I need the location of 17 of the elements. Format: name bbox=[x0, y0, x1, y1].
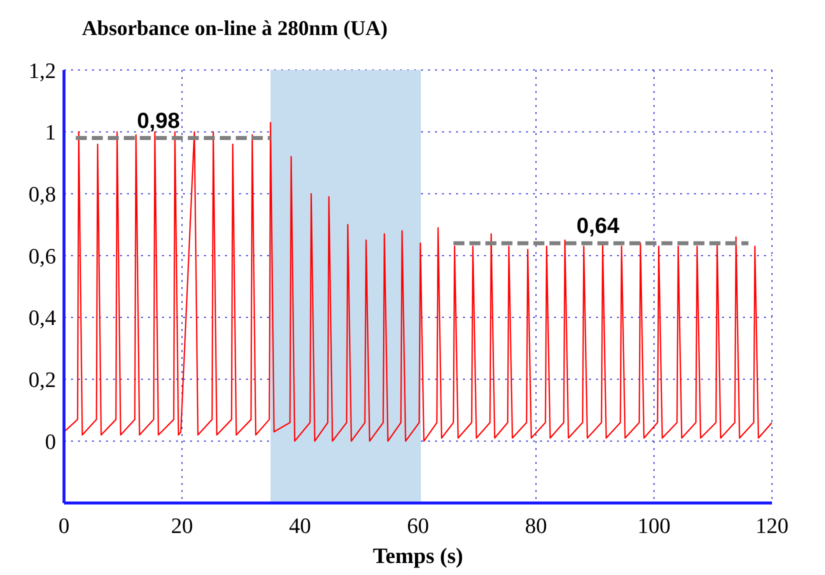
y-tick-label: 0,2 bbox=[28, 367, 56, 392]
x-tick-label: 100 bbox=[638, 513, 670, 538]
annotation: 0,64 bbox=[576, 213, 620, 238]
x-tick-label: 20 bbox=[171, 513, 193, 538]
y-tick-label: 0,8 bbox=[28, 182, 56, 207]
y-tick-label: 0,4 bbox=[28, 305, 56, 330]
x-tick-label: 60 bbox=[407, 513, 429, 538]
y-tick-label: 0 bbox=[45, 428, 56, 454]
y-tick-label: 1 bbox=[45, 120, 56, 145]
x-tick-label: 80 bbox=[525, 513, 547, 538]
x-tick-label: 120 bbox=[756, 513, 788, 538]
y-axis-title: Absorbance on-line à 280nm (UA) bbox=[82, 16, 388, 41]
annotation: 0,98 bbox=[136, 108, 180, 134]
x-axis-title: Temps (s) bbox=[372, 543, 464, 568]
y-tick-label: 1,2 bbox=[28, 58, 56, 83]
x-tick-label: 40 bbox=[289, 513, 311, 538]
y-tick-label: 0,6 bbox=[28, 243, 56, 268]
